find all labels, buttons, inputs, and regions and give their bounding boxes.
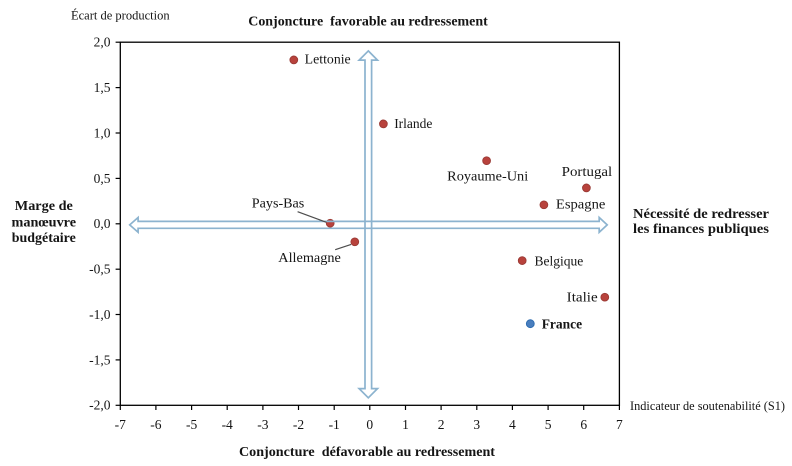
svg-text:Irlande: Irlande — [394, 116, 432, 131]
svg-text:Pays-Bas: Pays-Bas — [252, 195, 304, 210]
svg-text:0,5: 0,5 — [94, 171, 111, 186]
svg-text:Portugal: Portugal — [562, 164, 613, 179]
svg-text:Belgique: Belgique — [535, 254, 584, 269]
svg-text:-0,5: -0,5 — [89, 262, 111, 277]
svg-text:1,5: 1,5 — [94, 80, 111, 95]
svg-text:-6: -6 — [150, 417, 161, 432]
svg-text:-1: -1 — [329, 417, 340, 432]
svg-text:-7: -7 — [115, 417, 126, 432]
svg-text:5: 5 — [545, 417, 552, 432]
svg-text:Italie: Italie — [567, 290, 598, 305]
svg-text:0,0: 0,0 — [94, 216, 111, 231]
svg-text:Lettonie: Lettonie — [305, 52, 351, 67]
svg-text:7: 7 — [616, 417, 623, 432]
svg-text:6: 6 — [580, 417, 587, 432]
svg-text:0: 0 — [366, 417, 373, 432]
svg-text:Nécessité de redresser: Nécessité de redresser — [633, 206, 769, 221]
svg-text:2,0: 2,0 — [94, 35, 111, 50]
svg-text:France: France — [542, 316, 582, 331]
svg-text:Espagne: Espagne — [556, 197, 606, 212]
svg-text:4: 4 — [509, 417, 516, 432]
svg-text:-4: -4 — [222, 417, 233, 432]
svg-text:les finances publiques: les finances publiques — [633, 221, 769, 236]
svg-text:-2,0: -2,0 — [89, 398, 111, 413]
svg-text:Écart de production: Écart de production — [71, 8, 170, 22]
svg-text:Indicateur de soutenabilité (S: Indicateur de soutenabilité (S1) — [630, 399, 785, 413]
svg-text:-2: -2 — [293, 417, 304, 432]
svg-text:manœuvre: manœuvre — [12, 215, 77, 230]
svg-text:Marge de: Marge de — [15, 198, 73, 213]
svg-text:-1,0: -1,0 — [89, 307, 111, 322]
svg-text:Royaume-Uni: Royaume-Uni — [447, 168, 528, 183]
svg-text:budgétaire: budgétaire — [12, 230, 76, 245]
svg-text:-5: -5 — [186, 417, 197, 432]
svg-text:3: 3 — [473, 417, 480, 432]
svg-text:2: 2 — [438, 417, 445, 432]
svg-text:Conjoncture favorable au redr: Conjoncture favorable au redressement — [248, 14, 488, 29]
svg-text:-1,5: -1,5 — [89, 352, 111, 367]
svg-text:-3: -3 — [257, 417, 268, 432]
svg-text:Conjoncture défavorable au re: Conjoncture défavorable au redressement — [239, 444, 496, 459]
svg-text:Allemagne: Allemagne — [278, 250, 341, 265]
svg-text:1: 1 — [402, 417, 409, 432]
svg-text:1,0: 1,0 — [94, 125, 111, 140]
